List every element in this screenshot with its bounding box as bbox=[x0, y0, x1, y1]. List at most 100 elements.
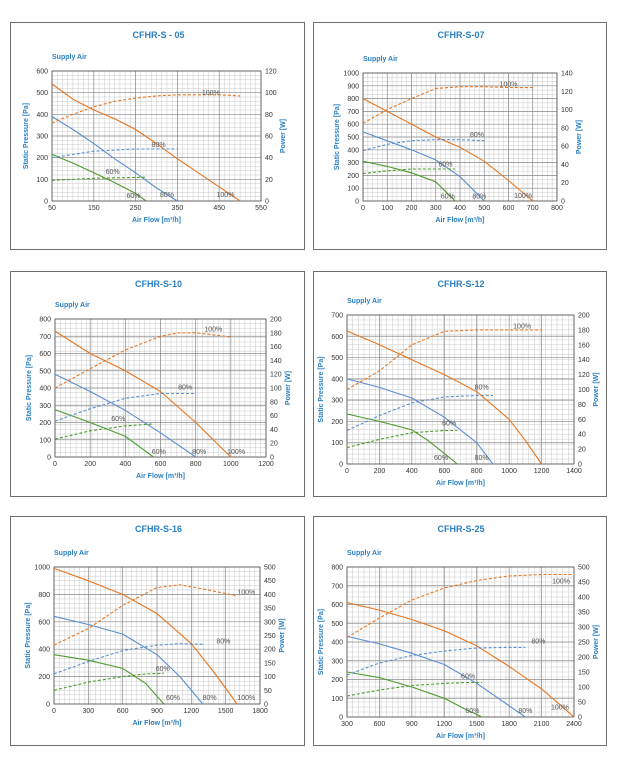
y2-tick-label: 400 bbox=[578, 595, 590, 602]
pressure-curve-60pct bbox=[362, 160, 456, 202]
y2-tick-label: 0 bbox=[265, 199, 269, 206]
y-tick-label: 100 bbox=[39, 437, 51, 444]
chart-subtitle: Supply Air bbox=[55, 302, 90, 309]
curve-label: 60% bbox=[441, 194, 455, 201]
y-tick-label: 400 bbox=[38, 647, 50, 654]
x-tick-label: 400 bbox=[454, 205, 466, 212]
curve-label: 60% bbox=[127, 193, 141, 200]
y-tick-label: 300 bbox=[347, 160, 359, 167]
y2-tick-label: 100 bbox=[270, 386, 282, 393]
y2-tick-label: 140 bbox=[578, 357, 590, 364]
chart-title: CFHR-S-25 bbox=[437, 524, 484, 534]
y2-tick-label: 50 bbox=[264, 688, 272, 695]
y2-tick-label: 100 bbox=[578, 685, 590, 692]
y2-tick-label: 20 bbox=[270, 441, 278, 448]
curve-label: 60% bbox=[461, 674, 475, 681]
curve-label: 60% bbox=[438, 161, 452, 168]
y-tick-label: 0 bbox=[44, 199, 48, 206]
chart-card-cfhr-s-07: CFHR-S-07 Supply Air 0 100 200 300 400 500 600 70… bbox=[313, 22, 607, 250]
x-axis-title: Air Flow [m³/h] bbox=[436, 480, 485, 487]
y2-tick-label: 180 bbox=[578, 327, 590, 334]
y2-tick-label: 0 bbox=[561, 199, 565, 206]
power-curve-80pct bbox=[346, 646, 526, 676]
pressure-curve-100pct bbox=[53, 567, 238, 705]
y2-tick-label: 50 bbox=[578, 700, 586, 707]
y-tick-label: 300 bbox=[331, 658, 343, 665]
chart-title: CFHR-S - 05 bbox=[132, 30, 184, 40]
x-tick-label: 200 bbox=[406, 205, 418, 212]
y-tick-label: 1000 bbox=[34, 565, 50, 572]
y2-tick-label: 200 bbox=[578, 655, 590, 662]
y-tick-label: 500 bbox=[347, 135, 359, 142]
y2-tick-label: 80 bbox=[265, 112, 273, 119]
y-axis-title: Static Pressure [Pa] bbox=[318, 609, 325, 675]
pressure-curve-80pct bbox=[53, 615, 204, 705]
y2-tick-label: 40 bbox=[265, 155, 273, 162]
x-tick-label: 400 bbox=[119, 461, 131, 468]
x-tick-label: 100 bbox=[381, 205, 393, 212]
x-tick-label: 700 bbox=[527, 205, 539, 212]
y-tick-label: 600 bbox=[36, 69, 48, 76]
y-tick-label: 700 bbox=[331, 583, 343, 590]
y2-tick-label: 450 bbox=[578, 580, 590, 587]
y2-tick-label: 100 bbox=[265, 90, 277, 97]
y-tick-label: 300 bbox=[36, 134, 48, 141]
y-tick-label: 1000 bbox=[343, 71, 359, 78]
chart-subtitle: Supply Air bbox=[347, 550, 382, 557]
plot-border bbox=[346, 566, 575, 718]
x-tick-label: 1200 bbox=[184, 708, 200, 715]
curve-label: 80% bbox=[160, 192, 174, 199]
y-axis-title: Static Pressure [Pa] bbox=[334, 104, 341, 170]
y2-tick-label: 120 bbox=[561, 89, 573, 96]
y2-axis-title: Power [W] bbox=[285, 371, 292, 405]
y-tick-label: 500 bbox=[331, 621, 343, 628]
y2-tick-label: 60 bbox=[265, 134, 273, 141]
chart-subtitle: Supply Air bbox=[363, 56, 398, 63]
curve-label: 80% bbox=[203, 695, 217, 702]
curve-label: 80% bbox=[518, 708, 532, 715]
y-tick-label: 300 bbox=[331, 398, 343, 405]
y2-axis-title: Power [W] bbox=[593, 625, 600, 659]
y2-axis-title: Power [W] bbox=[279, 618, 286, 652]
curve-label: 80% bbox=[475, 455, 489, 462]
curve-label: 60% bbox=[152, 449, 166, 456]
y-axis-title: Static Pressure [Pa] bbox=[23, 103, 30, 169]
y2-tick-label: 0 bbox=[578, 715, 582, 722]
y2-tick-label: 500 bbox=[578, 565, 590, 572]
power-curve-80pct bbox=[346, 394, 493, 431]
y-tick-label: 500 bbox=[36, 90, 48, 97]
y-axis-title: Static Pressure [Pa] bbox=[318, 356, 325, 422]
y-tick-label: 700 bbox=[331, 313, 343, 320]
curve-label: 100% bbox=[552, 579, 570, 586]
power-curve-80pct bbox=[51, 148, 178, 159]
power-curve-100pct bbox=[51, 94, 241, 124]
y-tick-label: 600 bbox=[38, 619, 50, 626]
pressure-curve-60pct bbox=[346, 413, 458, 465]
y-tick-label: 200 bbox=[38, 674, 50, 681]
y2-tick-label: 150 bbox=[578, 670, 590, 677]
x-tick-label: 1500 bbox=[469, 721, 485, 728]
y2-tick-label: 350 bbox=[264, 606, 276, 613]
y2-tick-label: 80 bbox=[578, 402, 586, 409]
y2-tick-label: 300 bbox=[264, 619, 276, 626]
power-curve-100pct bbox=[346, 573, 574, 638]
y2-tick-label: 0 bbox=[270, 455, 274, 462]
x-tick-label: 150 bbox=[88, 205, 100, 212]
y-tick-label: 200 bbox=[331, 677, 343, 684]
chart-card-cfhr-s-25: CFHR-S-25 Supply Air 300 600 900 1200 1500 1800… bbox=[313, 516, 607, 746]
x-axis-title: Air Flow [m³/h] bbox=[436, 733, 485, 740]
y2-tick-label: 0 bbox=[264, 702, 268, 709]
y2-tick-label: 160 bbox=[270, 344, 282, 351]
y2-tick-label: 100 bbox=[264, 674, 276, 681]
y2-tick-label: 200 bbox=[578, 313, 590, 320]
pressure-curve-60pct bbox=[53, 654, 165, 705]
pressure-curve-60pct bbox=[54, 409, 154, 458]
y-tick-label: 800 bbox=[38, 592, 50, 599]
x-tick-label: 2400 bbox=[566, 721, 582, 728]
pressure-curve-80pct bbox=[51, 116, 178, 202]
x-tick-label: 1500 bbox=[218, 708, 234, 715]
curve-label: 80% bbox=[470, 132, 484, 139]
y-tick-label: 600 bbox=[347, 122, 359, 129]
x-tick-label: 0 bbox=[52, 708, 56, 715]
